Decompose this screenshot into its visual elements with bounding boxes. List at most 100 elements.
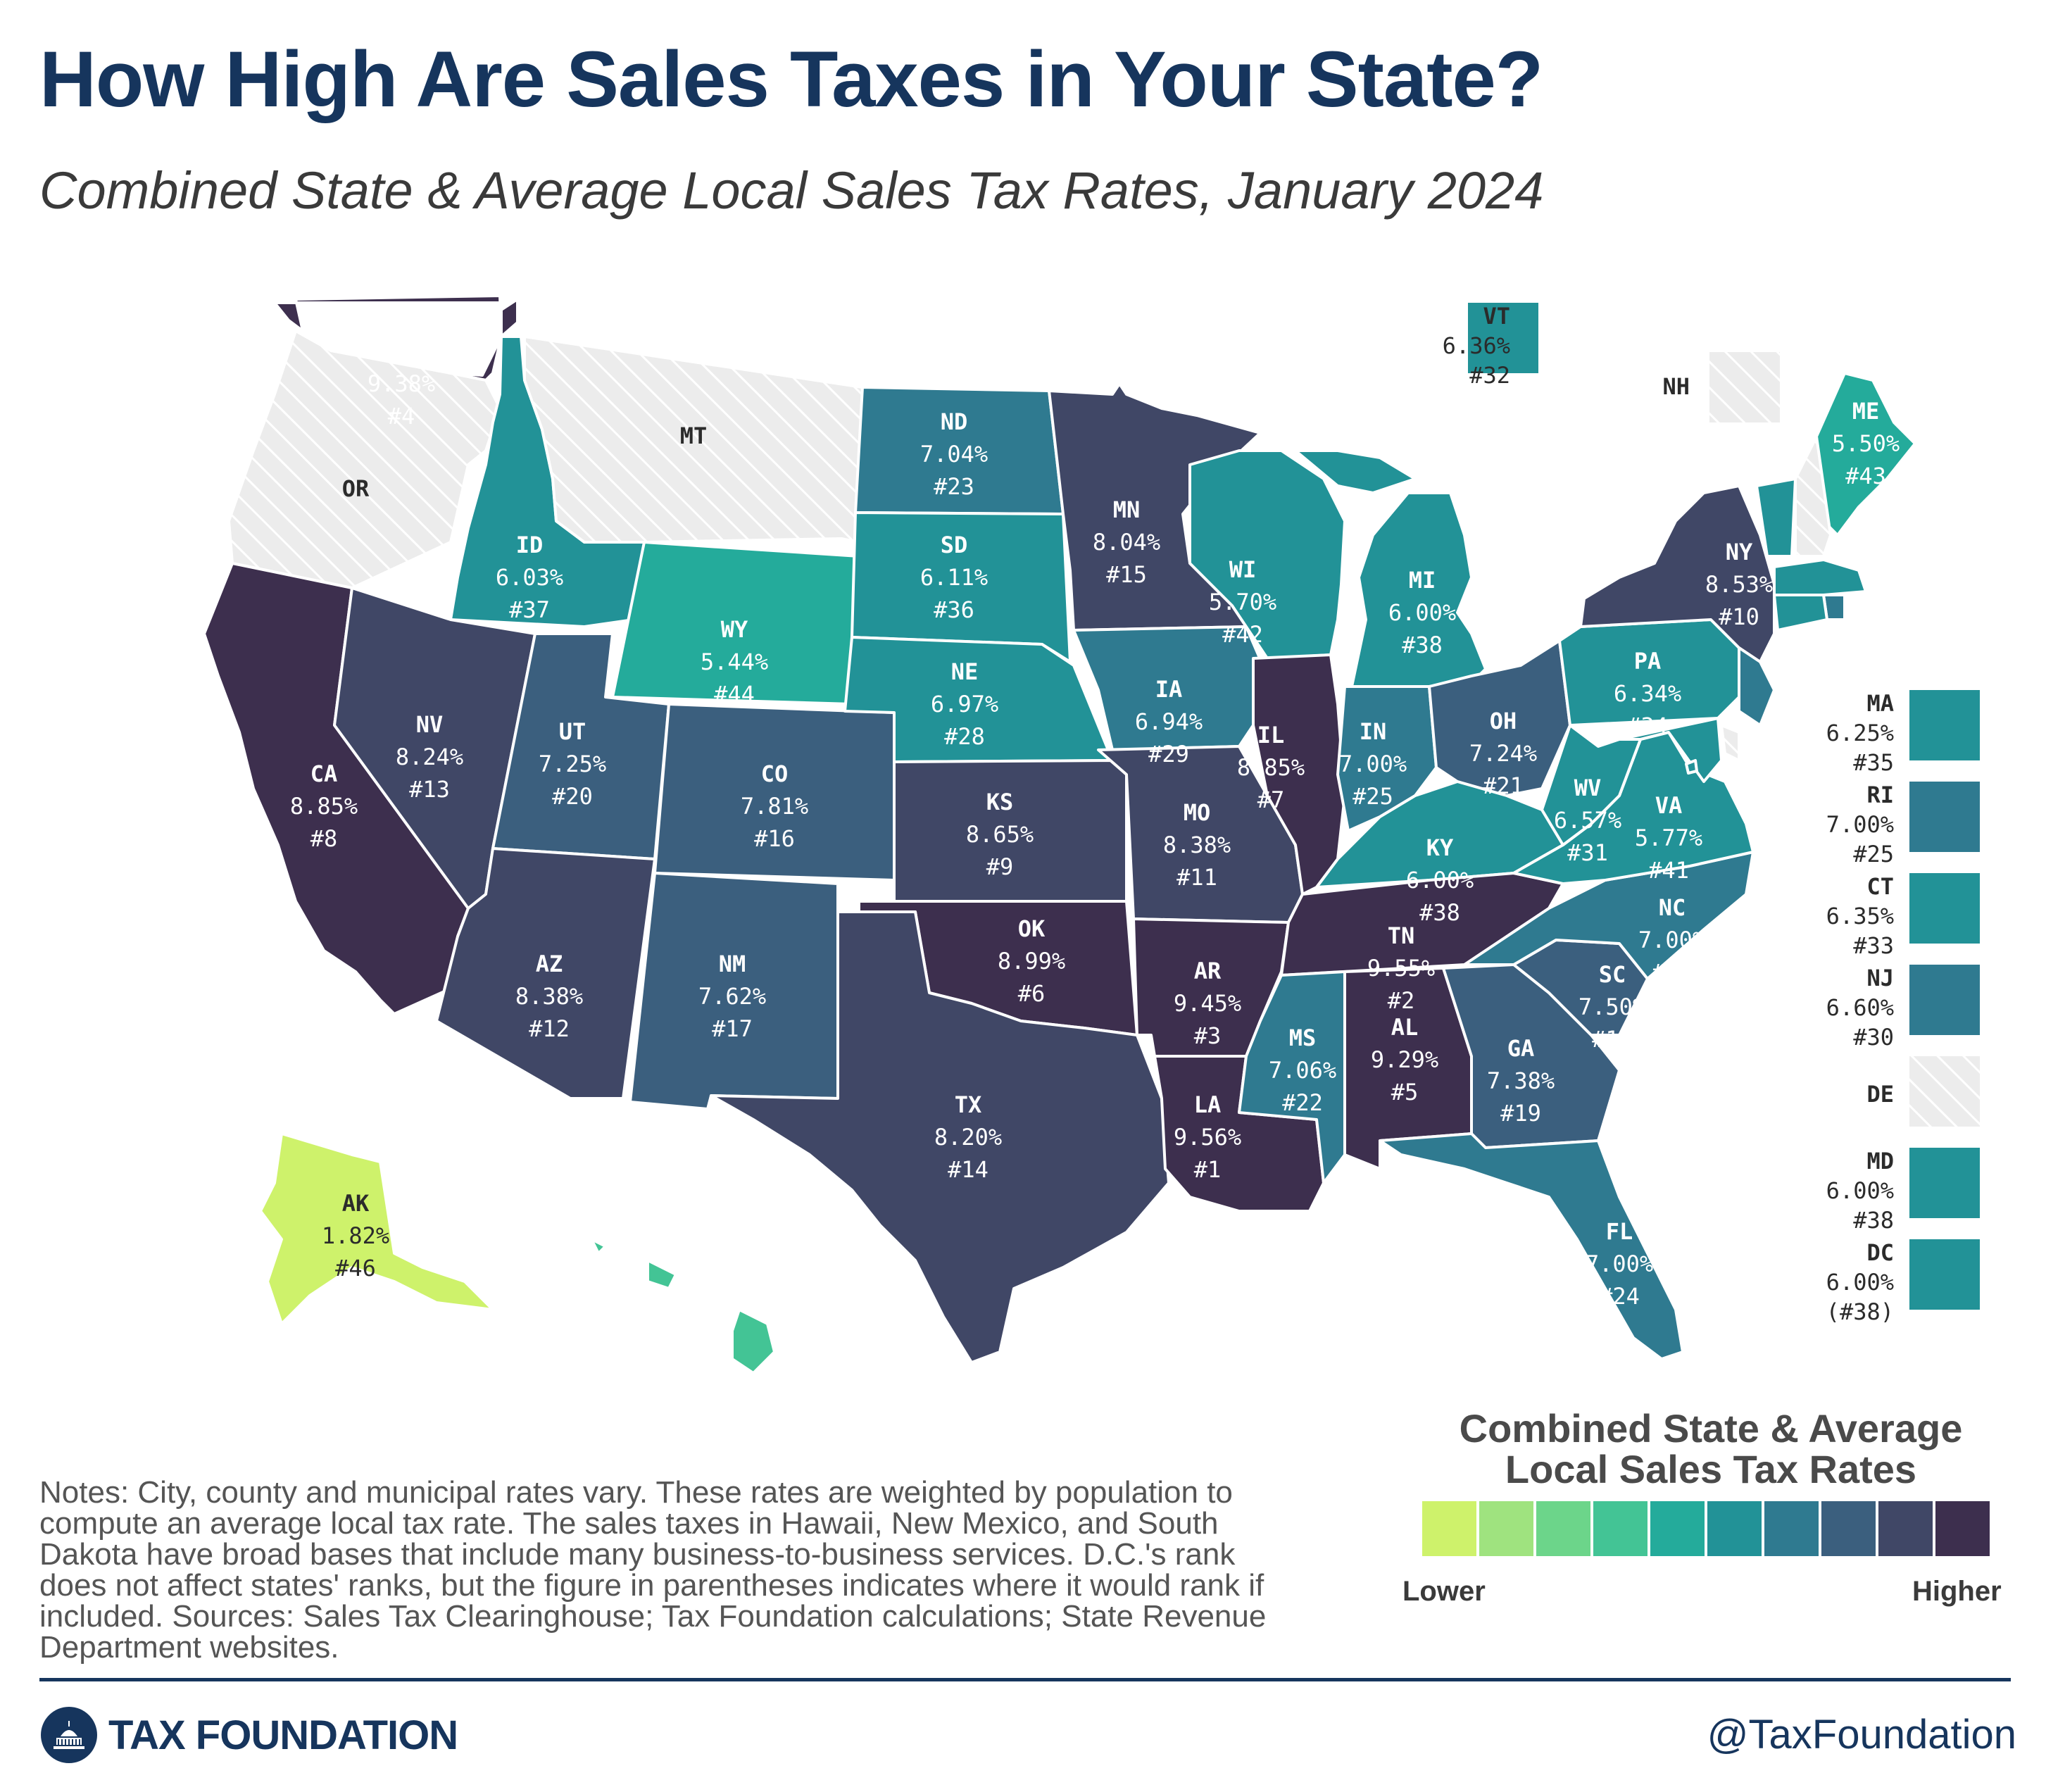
notes-text: Notes: City, county and municipal rates … — [39, 1475, 1267, 1665]
label-ia: IA 6.94% #29 — [1135, 676, 1203, 767]
brand-name: TAX FOUNDATION — [108, 1712, 458, 1758]
label-fl: FL 7.00% #24 — [1586, 1218, 1653, 1310]
label-al: AL 9.29% #5 — [1371, 1014, 1438, 1105]
label-nj: NJ 6.60% #30 — [1826, 965, 1894, 1051]
label-ga: GA 7.38% #19 — [1487, 1035, 1555, 1127]
state-or[interactable] — [227, 330, 501, 589]
swatch-ri[interactable] — [1909, 782, 1980, 852]
label-mi: MI 6.00% #38 — [1388, 567, 1456, 658]
state-dc[interactable] — [1685, 759, 1698, 775]
label-sd: SD 6.11% #36 — [920, 532, 988, 623]
label-id: ID 6.03% #37 — [496, 532, 563, 623]
label-ut: UT 7.25% #20 — [539, 718, 606, 810]
state-ia[interactable] — [1072, 625, 1269, 751]
label-tn: TN 9.55% #2 — [1367, 922, 1435, 1014]
label-wy: WY 5.44% #44 — [701, 616, 768, 708]
label-mn: MN 8.04% #15 — [1093, 496, 1160, 588]
label-tx: TX 8.20% #14 — [934, 1091, 1002, 1183]
swatch-vt[interactable] — [1468, 303, 1538, 373]
legend-swatch-5 — [1650, 1501, 1705, 1556]
label-hi: HI 4.50% #45 — [628, 1296, 696, 1387]
state-co[interactable] — [653, 703, 896, 882]
state-fl[interactable] — [1379, 1132, 1684, 1360]
label-me: ME 5.50% #43 — [1832, 398, 1900, 489]
label-mt: MT — [680, 422, 708, 449]
capitol-dome-icon — [41, 1707, 97, 1763]
label-oh: OH 7.24% #21 — [1469, 708, 1537, 799]
state-ks[interactable] — [893, 759, 1128, 903]
label-ri: RI 7.00% #25 — [1826, 782, 1894, 867]
label-md: MD 6.00% #38 — [1826, 1148, 1894, 1234]
state-ct[interactable] — [1773, 594, 1828, 632]
legend-swatch-6 — [1707, 1501, 1762, 1556]
twitter-handle[interactable]: @TaxFoundation — [1707, 1712, 2016, 1757]
label-ms: MS 7.06% #22 — [1269, 1025, 1336, 1116]
label-or: OR — [342, 475, 370, 502]
label-va: VA 5.77% #41 — [1635, 792, 1702, 884]
label-dc: DC 6.00% (#38) — [1826, 1239, 1894, 1325]
page-title: How High Are Sales Taxes in Your State? — [39, 35, 1543, 123]
label-ct: CT 6.35% #33 — [1826, 873, 1894, 959]
label-sc: SC 7.50% #18 — [1579, 961, 1646, 1053]
state-mi[interactable] — [1294, 449, 1487, 691]
us-sales-tax-map: WA 9.38% #4 OR CA 8.85% #8 ID 6.03% #37 NV 8.24% #13… — [204, 296, 1980, 1387]
state-vt[interactable] — [1755, 477, 1797, 558]
label-co: CO 7.81% #16 — [741, 760, 808, 852]
label-in: IN 7.00% #25 — [1339, 718, 1407, 810]
legend-color-scale — [1422, 1501, 1992, 1556]
legend-swatch-3 — [1536, 1501, 1590, 1556]
label-wi: WI 5.70% #42 — [1209, 556, 1276, 648]
footer-divider — [39, 1678, 2011, 1681]
legend-swatch-7 — [1764, 1501, 1819, 1556]
legend-swatch-2 — [1479, 1501, 1533, 1556]
swatch-dc[interactable] — [1909, 1239, 1980, 1310]
page-subtitle: Combined State & Average Local Sales Tax… — [39, 161, 1544, 220]
state-wi[interactable] — [1188, 449, 1346, 660]
label-nm: NM 7.62% #17 — [698, 951, 766, 1042]
legend-swatch-8 — [1821, 1501, 1876, 1556]
swatch-md[interactable] — [1909, 1148, 1980, 1218]
label-vt: VT 6.36% #32 — [1443, 303, 1510, 389]
label-nd: ND 7.04% #23 — [920, 408, 988, 500]
legend-title-line1: Combined State & Average — [1459, 1406, 1963, 1450]
label-ok: OK 8.99% #6 — [998, 915, 1065, 1007]
state-ak[interactable] — [259, 1132, 494, 1325]
state-oh[interactable] — [1428, 639, 1571, 797]
label-ks: KS 8.65% #9 — [966, 789, 1034, 880]
swatch-ma[interactable] — [1909, 690, 1980, 760]
state-tx[interactable] — [710, 910, 1170, 1364]
label-ca: CA 8.85% #8 — [290, 760, 358, 852]
legend-swatch-4 — [1593, 1501, 1648, 1556]
label-la: LA 9.56% #1 — [1174, 1091, 1241, 1183]
legend-lower-label: Lower — [1402, 1576, 1486, 1607]
state-ms[interactable] — [1238, 970, 1346, 1184]
label-ky: KY 6.00% #38 — [1406, 834, 1474, 926]
state-az[interactable] — [435, 847, 656, 1100]
label-ar: AR 9.45% #3 — [1174, 958, 1241, 1049]
legend-title: Combined State & Average Local Sales Tax… — [1443, 1408, 1978, 1490]
legend-swatch-1 — [1422, 1501, 1476, 1556]
swatch-nj[interactable] — [1909, 965, 1980, 1035]
state-de[interactable] — [1720, 724, 1740, 762]
label-wa: WA 9.38% #4 — [368, 338, 435, 430]
state-nc[interactable] — [1463, 851, 1755, 980]
label-ak: AK 1.82% #46 — [322, 1190, 389, 1282]
state-nh[interactable] — [1794, 435, 1832, 558]
label-nc: NC 7.00% #27 — [1638, 894, 1706, 986]
label-ne: NE 6.97% #28 — [931, 658, 998, 750]
label-az: AZ 8.38% #12 — [515, 951, 583, 1042]
label-il: IL 8.85% #7 — [1237, 722, 1305, 813]
state-ma[interactable] — [1773, 558, 1867, 596]
state-hi[interactable] — [590, 1238, 776, 1374]
swatch-nh[interactable] — [1709, 352, 1780, 422]
label-pa: PA 6.34% #34 — [1614, 648, 1681, 739]
swatch-ct[interactable] — [1909, 873, 1980, 944]
label-ma: MA 6.25% #35 — [1826, 690, 1894, 776]
state-nj[interactable] — [1738, 646, 1776, 727]
swatch-de[interactable] — [1909, 1056, 1980, 1127]
legend-higher-label: Higher — [1912, 1576, 2002, 1607]
label-ny: NY 8.53% #10 — [1705, 539, 1773, 630]
label-nh: NH — [1662, 373, 1690, 400]
label-nv: NV 8.24% #13 — [396, 711, 463, 803]
legend-swatch-9 — [1878, 1501, 1933, 1556]
